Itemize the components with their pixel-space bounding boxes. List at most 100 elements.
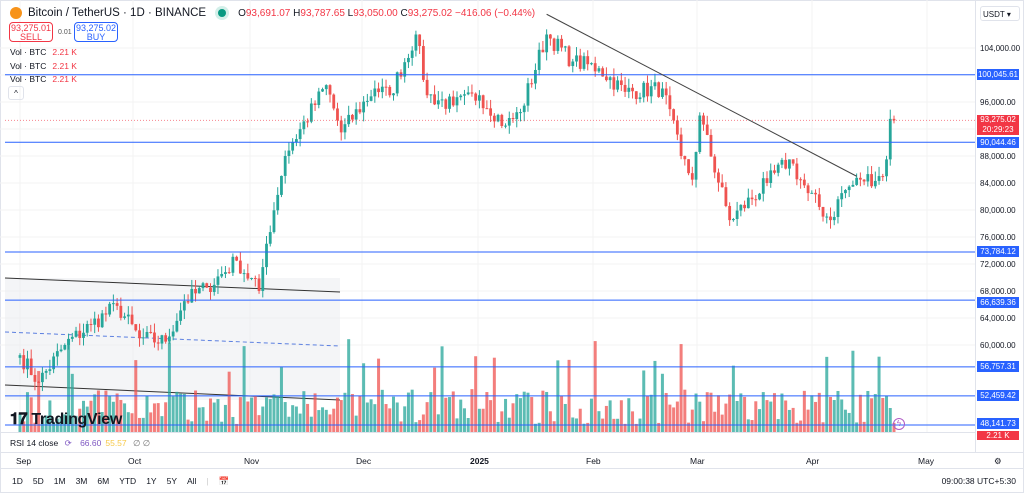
buy-button[interactable]: 93,275.02 BUY <box>74 22 118 42</box>
volume-bar <box>85 406 89 432</box>
candle <box>268 232 272 244</box>
candle <box>492 115 496 122</box>
range-5d[interactable]: 5D <box>32 476 44 486</box>
volume-legend[interactable]: Vol · BTC 2.21 K <box>10 47 77 57</box>
volume-bar <box>825 356 829 432</box>
volume-bar <box>108 396 112 432</box>
volume-bar <box>152 403 156 432</box>
candle <box>22 355 26 370</box>
candle <box>407 57 410 63</box>
candle <box>313 103 317 105</box>
volume-bar <box>772 393 776 432</box>
candle <box>608 77 612 81</box>
candle <box>754 199 758 201</box>
volume-legend[interactable]: Vol · BTC 2.21 K <box>10 74 77 84</box>
candle <box>586 56 590 65</box>
candle <box>888 118 892 160</box>
volume-bar <box>649 394 653 432</box>
volume-bar <box>115 393 119 432</box>
range-3m[interactable]: 3M <box>75 476 88 486</box>
volume-bar <box>716 395 720 432</box>
collapse-legend-button[interactable]: ^ <box>8 86 24 100</box>
volume-bar <box>787 409 791 432</box>
volume-bar <box>735 400 739 432</box>
volume-bar <box>795 422 799 432</box>
candle <box>496 114 500 122</box>
volume-legend[interactable]: Vol · BTC 2.21 K <box>10 61 77 71</box>
volume-bar <box>885 395 889 432</box>
volume-bar <box>451 391 455 432</box>
price-tick: 60,000.00 <box>980 340 1016 350</box>
candle <box>33 375 37 382</box>
rsi-legend[interactable]: RSI 14 close ⟳ 66.60 55.57 ∅ ∅ <box>0 432 975 452</box>
candle <box>89 323 93 325</box>
volume-bar <box>149 412 153 432</box>
volume-bar <box>780 393 784 432</box>
candle <box>216 276 220 285</box>
volume-bar <box>317 410 321 432</box>
volume-bar <box>754 401 758 432</box>
volume-bar <box>698 401 702 432</box>
volume-bar <box>425 402 429 432</box>
candle <box>339 120 343 133</box>
volume-bar <box>851 350 855 432</box>
candle <box>253 277 257 279</box>
candle <box>421 46 425 80</box>
candle <box>791 159 795 164</box>
candle <box>380 86 384 93</box>
volume-bar <box>328 414 332 432</box>
symbol-title[interactable]: Bitcoin / TetherUS · 1D · BINANCE <box>28 7 207 19</box>
goto-date-calendar-icon[interactable]: 📅 <box>218 476 230 486</box>
range-5y[interactable]: 5Y <box>166 476 177 486</box>
volume-bar <box>25 392 29 432</box>
volume-bar <box>690 409 694 432</box>
volume-bar <box>814 401 818 432</box>
candle <box>145 331 149 338</box>
channel-lower-line <box>4 384 341 401</box>
volume-bar <box>653 360 657 432</box>
range-all[interactable]: All <box>187 476 197 486</box>
range-1m[interactable]: 1M <box>53 476 66 486</box>
rsi-settings-icon[interactable]: ⟳ <box>64 438 72 448</box>
candle <box>205 283 209 288</box>
settings-gear-icon[interactable]: ⚙ <box>994 456 1002 466</box>
range-6m[interactable]: 6M <box>97 476 110 486</box>
level-price-label: 66,639.36 <box>977 296 1019 308</box>
candle <box>474 93 478 101</box>
volume-bar <box>518 398 522 432</box>
volume-bar <box>130 413 134 432</box>
volume-bar <box>167 342 171 432</box>
sell-button[interactable]: 93,275.01 SELL <box>9 22 53 42</box>
tradingview-logo[interactable]: 𝟏𝟕 TradingView <box>10 411 122 428</box>
candle <box>578 55 582 69</box>
range-1y[interactable]: 1Y <box>146 476 157 486</box>
price-chart[interactable] <box>0 0 975 432</box>
candle <box>481 95 485 109</box>
candle <box>227 272 231 274</box>
time-axis[interactable]: Sep Oct Nov Dec 2025 Feb Mar Apr May ⚙ <box>0 452 1024 468</box>
candle <box>280 175 283 195</box>
candle <box>653 82 657 87</box>
volume-bar <box>81 400 85 432</box>
currency-select[interactable]: USDT ▾ <box>980 6 1020 21</box>
clock[interactable]: 09:00:38 UTC+5:30 <box>941 476 1016 486</box>
range-1d[interactable]: 1D <box>12 476 23 486</box>
range-ytd[interactable]: YTD <box>119 476 137 486</box>
level-price-label: 48,141.73 <box>977 418 1019 429</box>
bitcoin-icon <box>10 7 22 19</box>
lightning-icon[interactable]: ϟ <box>893 418 905 430</box>
candle <box>425 79 429 96</box>
volume-bar <box>888 408 892 432</box>
volume-bar <box>679 344 683 432</box>
volume-bar <box>433 367 437 432</box>
candle <box>444 99 448 109</box>
price-tick: 104,000.00 <box>980 43 1021 53</box>
volume-bar <box>392 396 395 432</box>
candle <box>765 178 769 183</box>
candle <box>149 331 153 333</box>
candle <box>515 112 519 120</box>
candle <box>220 273 224 277</box>
price-axis[interactable] <box>975 0 1024 452</box>
candle <box>410 50 414 58</box>
volume-bar <box>182 393 186 432</box>
